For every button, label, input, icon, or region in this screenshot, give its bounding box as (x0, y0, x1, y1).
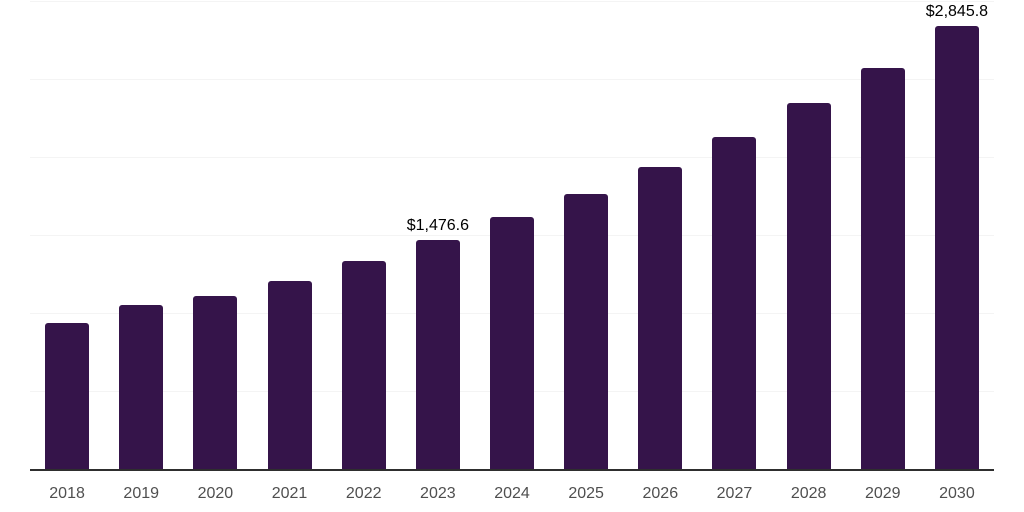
x-tick-2026: 2026 (642, 485, 679, 502)
x-axis-tick-labels: 2018 2019 2020 2021 2022 2023 2024 2025 2026 2027… (30, 484, 994, 504)
bar-2022 (341, 260, 386, 470)
x-tick-2023: 2023 (420, 485, 456, 502)
x-tick-2024: 2024 (494, 485, 530, 502)
bar-2028 (786, 103, 831, 470)
gridline-2500 (30, 79, 994, 80)
x-axis-line (30, 469, 994, 471)
x-tick-2019: 2019 (123, 485, 160, 502)
bar-2023 (415, 239, 460, 470)
data-label-2023: $1,476.6 (406, 216, 469, 234)
bar-2021 (267, 281, 312, 470)
bar-2018 (45, 322, 90, 470)
x-tick-2027: 2027 (716, 485, 753, 502)
bar-2025 (564, 193, 609, 470)
bar-2024 (490, 217, 534, 470)
bar-2027 (712, 136, 757, 470)
gridline-2000 (30, 157, 994, 159)
bar-2026 (638, 167, 683, 470)
bar-2019 (119, 305, 164, 470)
x-tick-2020: 2020 (197, 485, 234, 502)
x-tick-2028: 2028 (790, 485, 827, 502)
x-tick-2022: 2022 (345, 485, 382, 502)
x-tick-2030: 2030 (939, 485, 975, 502)
bar-2030 (934, 26, 979, 470)
x-tick-2021: 2021 (271, 485, 308, 502)
bar-2020 (193, 295, 238, 470)
plot-area: $1,476.6 $2,845.8 (30, 1, 994, 471)
data-label-2030: $2,845.8 (925, 3, 989, 21)
gridline-3000 (30, 1, 994, 2)
x-tick-2025: 2025 (568, 485, 604, 502)
x-tick-2029: 2029 (864, 485, 901, 502)
bar-2029 (860, 68, 905, 470)
x-tick-2018: 2018 (49, 485, 85, 502)
